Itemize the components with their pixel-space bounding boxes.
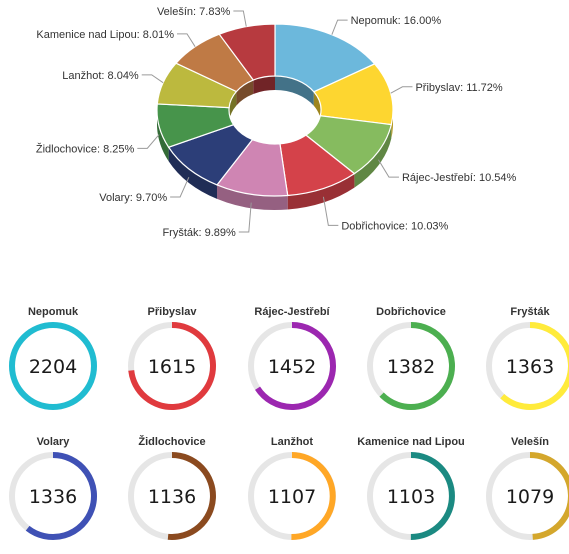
gauge-fill [529, 452, 569, 540]
leader-line [378, 159, 399, 178]
gauge-kamenice-nad-lipou: Kamenice nad Lipou 1103 [356, 435, 466, 543]
leader-line [170, 176, 190, 198]
gauge-title: Nepomuk [27, 306, 79, 318]
slice-label: Nepomuk: 16.00% [351, 15, 442, 27]
gauge-title: Přibyslav [147, 306, 197, 318]
gauge-track [486, 452, 569, 540]
leader-line [331, 19, 348, 35]
gauge-title: Rájec-Jestřebí [254, 306, 330, 318]
gauge-fill [291, 452, 336, 541]
gauge-fill [25, 452, 97, 540]
donut-top [156, 23, 394, 197]
gauge-fill [255, 322, 336, 410]
gauge-value: 1079 [506, 486, 554, 508]
slice-side-6 [157, 110, 169, 162]
gauge-dobřichovice: Dobřichovice 1382 [356, 305, 466, 413]
slice-velešín [218, 23, 276, 81]
gauge-přibyslav: Přibyslav 1615 [117, 305, 227, 413]
gauge-fill [500, 322, 569, 410]
gauge-value: 1336 [29, 486, 77, 508]
leader-line [233, 10, 247, 27]
gauge-fryšták: Fryšták 1363 [475, 305, 569, 413]
slice-label: Velešín: 7.83% [157, 6, 231, 18]
slice-side-2 [354, 124, 392, 188]
gauge-ring: 1336 [9, 452, 97, 540]
slice-side-5 [168, 147, 218, 199]
leader-line [177, 33, 196, 47]
gauge-ring: 1079 [486, 452, 569, 540]
gauge-velešín: Velešín 1079 [475, 435, 569, 543]
gauge-rájec-jestřebí: Rájec-Jestřebí 1452 [237, 305, 347, 413]
slice-label: Židlochovice: 8.25% [36, 142, 135, 155]
slice-labels: Nepomuk: 16.00% Přibyslav: 11.72% Rájec-Je… [36, 6, 517, 239]
gauge-ring: 1103 [367, 452, 455, 540]
slice-label: Rájec-Jestřebí: 10.54% [402, 172, 517, 184]
gauge-fill [410, 452, 455, 540]
gauge-ring: 1363 [486, 322, 569, 410]
slice-label: Lanžhot: 8.04% [62, 70, 139, 82]
gauge-title: Velešín [511, 436, 549, 448]
gauge-title: Lanžhot [270, 436, 314, 448]
gauge-value: 1452 [268, 356, 316, 378]
gauge-value: 1382 [387, 356, 435, 378]
gauge-ring: 1136 [128, 452, 216, 540]
slice-inner-wall-9 [253, 76, 275, 95]
gauge-fill [167, 452, 216, 540]
gauge-ring: 1107 [248, 452, 336, 541]
gauge-title: Kamenice nad Lipou [357, 436, 465, 448]
gauge-ring: 1382 [367, 322, 455, 410]
leader-line [390, 86, 413, 94]
slice-inner-wall-8 [236, 80, 254, 106]
slice-label: Přibyslav: 11.72% [415, 82, 502, 94]
leader-line [137, 134, 160, 149]
gauge-value: 2204 [29, 356, 77, 378]
slice-inner-wall-7 [229, 91, 237, 122]
slice-inner-wall-0 [275, 76, 314, 106]
leader-line [141, 74, 164, 84]
gauge-value: 1107 [268, 486, 316, 508]
gauge-ring: 1615 [128, 322, 216, 410]
slice-side-1 [391, 110, 393, 139]
slice-label: Kamenice nad Lipou: 8.01% [36, 29, 174, 41]
gauge-židlochovice: Židlochovice 1136 [117, 435, 227, 543]
gauge-volary: Volary 1336 [0, 435, 108, 543]
gauge-value: 1363 [506, 356, 554, 378]
gauge-title: Dobřichovice [376, 306, 446, 318]
slice-label: Fryšták: 9.89% [162, 227, 236, 239]
gauge-ring: 2204 [9, 322, 97, 410]
leader-line [238, 202, 252, 233]
gauge-fill [9, 322, 97, 410]
gauge-ring: 1452 [248, 322, 336, 410]
gauge-fill [128, 322, 216, 410]
gauge-value: 1136 [148, 486, 196, 508]
gauge-nepomuk: Nepomuk 2204 [0, 305, 108, 413]
gauge-value: 1103 [387, 486, 435, 508]
gauge-fill [379, 322, 455, 410]
gauge-value: 1615 [148, 356, 196, 378]
gauge-title: Fryšták [510, 306, 550, 318]
leader-line [322, 196, 339, 226]
slice-inner-wall-1 [313, 91, 321, 124]
gauge-title: Židlochovice [138, 436, 206, 448]
gauge-lanžhot: Lanžhot 1107 [237, 435, 347, 543]
slice-label: Volary: 9.70% [99, 192, 167, 204]
slice-side-3 [287, 173, 355, 210]
donut-chart: Nepomuk: 16.00% Přibyslav: 11.72% Rájec-Je… [36, 6, 517, 239]
gauge-title: Volary [36, 436, 70, 448]
slice-label: Dobřichovice: 10.03% [341, 220, 448, 232]
